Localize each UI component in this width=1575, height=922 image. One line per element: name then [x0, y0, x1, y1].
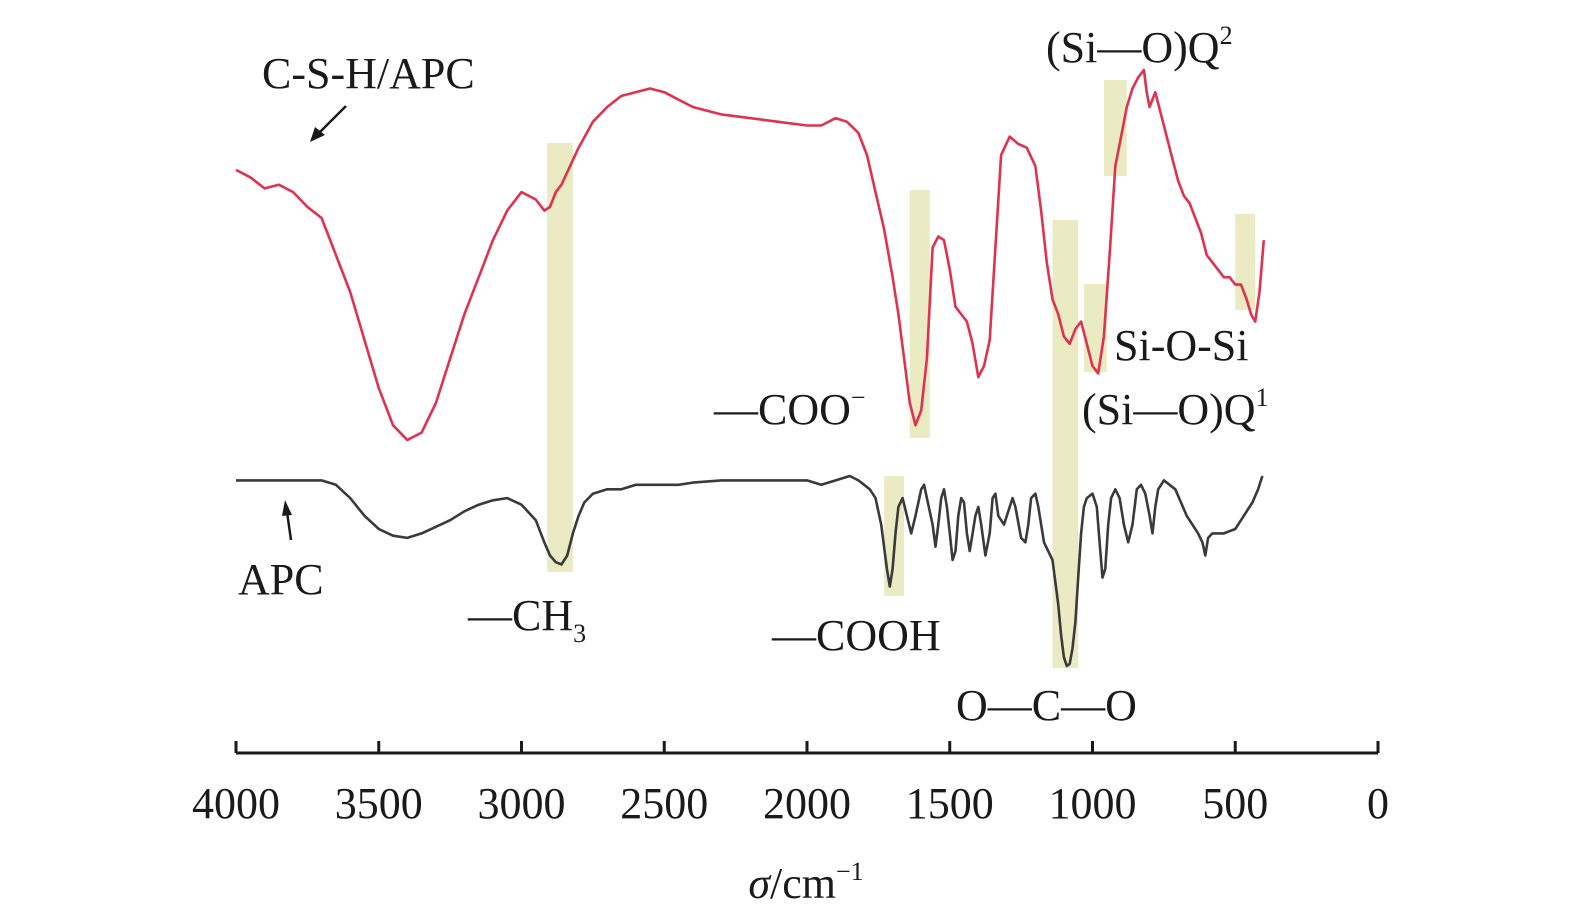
highlight-band [547, 143, 573, 572]
annotation-si-o-q1: (Si—O)Q1 [1082, 383, 1269, 434]
series-label-c-s-h-apc: C-S-H/APC [262, 49, 475, 98]
highlight-bands [547, 80, 1256, 668]
arrow-icon [282, 500, 293, 541]
x-axis-label: σ/cm−1 [748, 857, 863, 908]
x-tick-label: 3500 [335, 779, 423, 828]
annotation-cooh: —COOH [771, 611, 941, 660]
annotation-ch3: —CH3 [467, 591, 586, 648]
highlight-band [1103, 80, 1127, 176]
annotation-o-c-o: O—C—O [956, 681, 1137, 730]
x-tick-label: 1000 [1049, 779, 1137, 828]
x-tick-label: 3000 [478, 779, 566, 828]
x-tick-label: 500 [1202, 779, 1268, 828]
x-tick-label: 2500 [620, 779, 708, 828]
highlight-band [909, 190, 930, 438]
arrow-icon [310, 105, 347, 142]
x-axis: 4000 3500 3000 2500 2000 1500 1000 500 0 [192, 741, 1389, 828]
series-line-apc [236, 474, 1264, 668]
series-line-c-s-h-apc [235, 68, 1266, 442]
x-tick-label: 2000 [763, 779, 851, 828]
x-tick-label: 1500 [906, 779, 994, 828]
annotation-si-o-q2: (Si—O)Q2 [1046, 21, 1233, 72]
annotation-si-o-si: Si-O-Si [1114, 321, 1248, 370]
series-label-apc: APC [238, 555, 324, 604]
highlight-band [1052, 220, 1079, 668]
x-tick-label: 0 [1367, 779, 1389, 828]
annotation-coo: —COO− [713, 383, 866, 434]
x-tick-label: 4000 [192, 779, 280, 828]
